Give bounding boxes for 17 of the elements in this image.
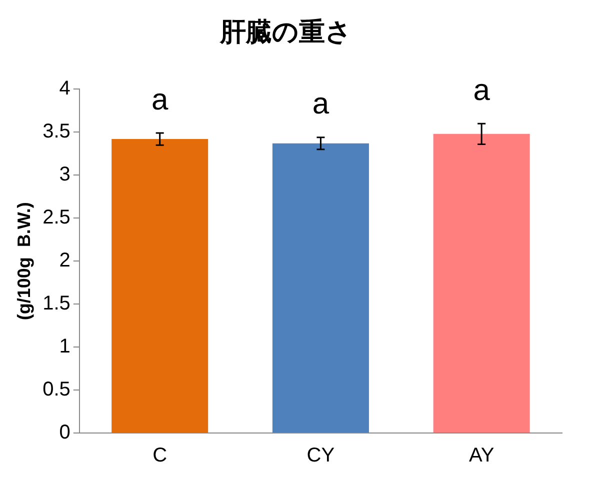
y-tick-label: 0.5 [42,378,70,401]
annotation: a [312,88,330,121]
y-tick-label: 2.5 [42,206,70,229]
y-tick-label: 3.5 [42,120,70,143]
y-axis-title: (g/100g B.W.) [14,202,34,320]
y-tick-label: 4 [59,78,70,100]
x-tick-label: AY [468,444,494,467]
y-tick-label: 2 [59,250,70,272]
y-tick-label: 1.5 [42,292,70,315]
chart-title: 肝臓の重さ [219,17,352,48]
y-tick-label: 1 [59,336,70,358]
x-tick-label: C [152,444,168,467]
annotation: a [151,83,168,116]
y-tick-label: 3 [59,164,70,186]
x-tick-label: CY [306,444,335,467]
annotation: a [473,74,490,107]
y-tick-label: 0 [59,422,70,444]
